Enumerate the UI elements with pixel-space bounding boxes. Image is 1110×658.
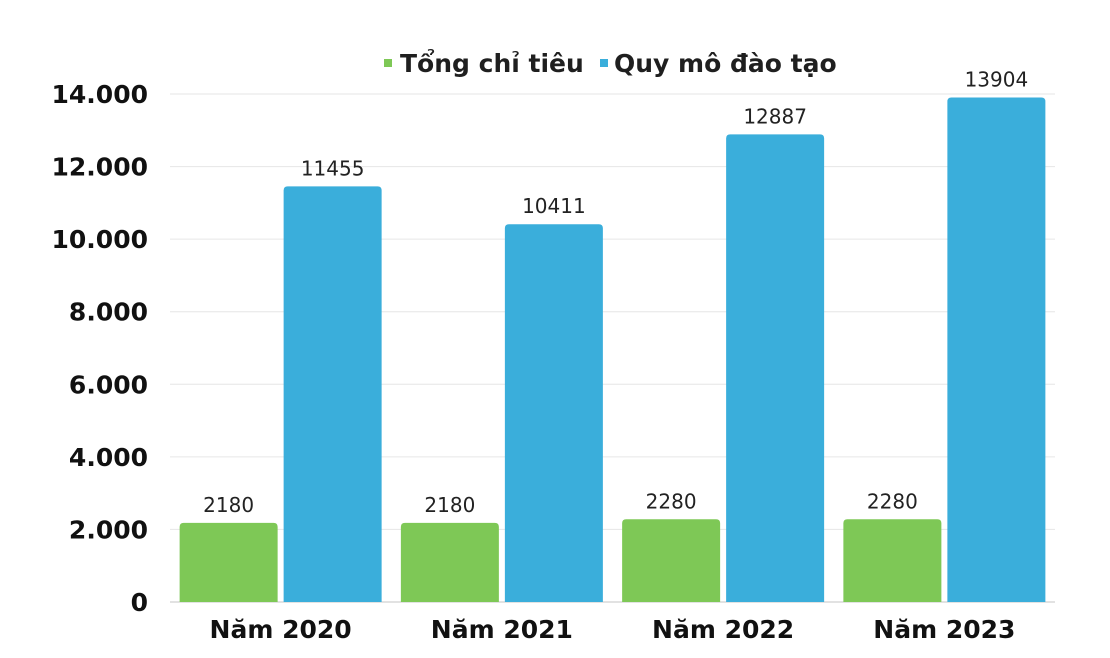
bar-tong-chi-tieu-1 bbox=[400, 522, 499, 602]
bars bbox=[179, 97, 1046, 603]
bar-tong-chi-tieu-2 bbox=[622, 519, 721, 602]
y-tick-label: 12.000 bbox=[52, 153, 148, 182]
legend-item-tong-chi-tieu: Tổng chỉ tiêu bbox=[384, 48, 584, 78]
y-tick-label: 14.000 bbox=[52, 80, 148, 109]
legend-label-quy-mo-dao-tao: Quy mô đào tạo bbox=[614, 49, 837, 78]
bar-tong-chi-tieu-3 bbox=[843, 519, 942, 602]
data-label: 10411 bbox=[522, 194, 586, 218]
x-axis: Năm 2020 Năm 2021 Năm 2022 Năm 2023 bbox=[210, 615, 1016, 644]
y-tick-label: 10.000 bbox=[52, 225, 148, 254]
chart-legend: Tổng chỉ tiêu Quy mô đào tạo bbox=[384, 48, 837, 78]
x-tick-label: Năm 2023 bbox=[873, 615, 1015, 644]
data-label: 12887 bbox=[743, 104, 807, 128]
y-axis: 0 2.000 4.000 6.000 8.000 10.000 12.000 14.000 bbox=[52, 80, 148, 617]
y-tick-label: 6.000 bbox=[69, 370, 148, 399]
y-tick-label: 0 bbox=[131, 588, 148, 617]
y-tick-label: 8.000 bbox=[69, 298, 148, 327]
bar-quy-mo-dao-tao-0 bbox=[283, 186, 382, 602]
legend-swatch-quy-mo-dao-tao bbox=[600, 59, 608, 67]
legend-label-tong-chi-tieu: Tổng chỉ tiêu bbox=[400, 48, 584, 78]
x-tick-label: Năm 2021 bbox=[431, 615, 573, 644]
y-tick-label: 2.000 bbox=[69, 515, 148, 544]
bar-quy-mo-dao-tao-1 bbox=[504, 224, 603, 602]
x-tick-label: Năm 2020 bbox=[210, 615, 352, 644]
legend-item-quy-mo-dao-tao: Quy mô đào tạo bbox=[600, 49, 837, 78]
bar-quy-mo-dao-tao-3 bbox=[947, 97, 1046, 602]
data-label: 11455 bbox=[301, 156, 365, 180]
x-tick-label: Năm 2022 bbox=[652, 615, 794, 644]
data-labels: 2180 11455 2180 10411 2280 12887 2280 13904 bbox=[203, 67, 1028, 516]
bar-tong-chi-tieu-0 bbox=[179, 522, 278, 602]
data-label: 2280 bbox=[867, 489, 918, 513]
data-label: 2180 bbox=[424, 493, 475, 517]
legend-swatch-tong-chi-tieu bbox=[384, 59, 392, 67]
data-label: 2180 bbox=[203, 493, 254, 517]
bar-quy-mo-dao-tao-2 bbox=[726, 134, 825, 603]
data-label: 13904 bbox=[965, 67, 1029, 91]
y-tick-label: 4.000 bbox=[69, 443, 148, 472]
data-label: 2280 bbox=[646, 489, 697, 513]
